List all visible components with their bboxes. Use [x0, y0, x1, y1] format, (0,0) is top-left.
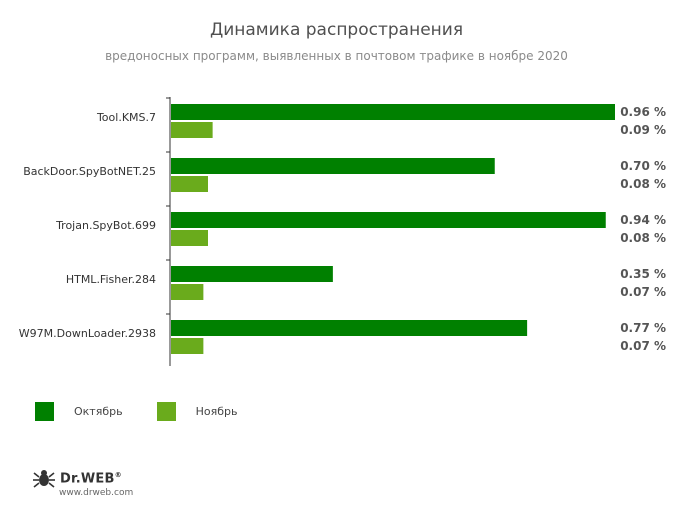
- bar-october: [171, 104, 615, 120]
- chart-title: Динамика распространения: [209, 20, 464, 40]
- legend-item-november: Ноябрь: [156, 402, 238, 421]
- data-label: 0.94 %: [620, 213, 666, 227]
- logo-brand: Dr.WEB: [60, 471, 115, 487]
- legend-swatch-november: [156, 402, 176, 421]
- data-label: 0.08 %: [620, 177, 666, 191]
- bar-chart: Tool.KMS.7 0.96 % 0.09 % BackDoor.SpyBotNET…: [19, 97, 666, 366]
- data-label: 0.09 %: [620, 123, 666, 137]
- data-label: 0.07 %: [620, 339, 666, 353]
- data-label: 0.35 %: [620, 267, 666, 281]
- data-label: 0.07 %: [620, 285, 666, 299]
- bar-october: [171, 266, 333, 282]
- chart-subtitle: вредоносных программ, выявленных в почто…: [105, 49, 568, 63]
- data-label: 0.70 %: [620, 159, 666, 173]
- legend-label-october: Октябрь: [74, 405, 123, 418]
- data-label: 0.08 %: [620, 231, 666, 245]
- logo-registered-mark: ®: [114, 471, 122, 480]
- site-link[interactable]: www.drweb.com: [59, 488, 134, 498]
- data-label: 0.77 %: [620, 321, 666, 335]
- bar-november: [171, 230, 208, 246]
- spider-icon: [33, 470, 55, 488]
- category-label: BackDoor.SpyBotNET.25: [23, 165, 156, 178]
- bar-october: [171, 158, 495, 174]
- legend: Октябрь Ноябрь: [35, 402, 271, 421]
- drweb-logo[interactable]: Dr.WEB®: [32, 468, 122, 490]
- legend-label-november: Ноябрь: [195, 405, 238, 418]
- category-label: Trojan.SpyBot.699: [55, 219, 156, 232]
- bar-october: [171, 212, 606, 228]
- legend-item-october: Октябрь: [35, 402, 123, 421]
- data-label: 0.96 %: [620, 105, 666, 119]
- category-label: W97M.DownLoader.2938: [19, 327, 156, 340]
- bar-october: [171, 320, 528, 336]
- category-label: Tool.KMS.7: [96, 111, 156, 124]
- legend-swatch-october: [35, 402, 54, 421]
- bar-november: [171, 122, 213, 138]
- bar-november: [171, 176, 208, 192]
- bar-november: [171, 284, 204, 300]
- bar-november: [171, 338, 204, 354]
- category-label: HTML.Fisher.284: [66, 273, 156, 286]
